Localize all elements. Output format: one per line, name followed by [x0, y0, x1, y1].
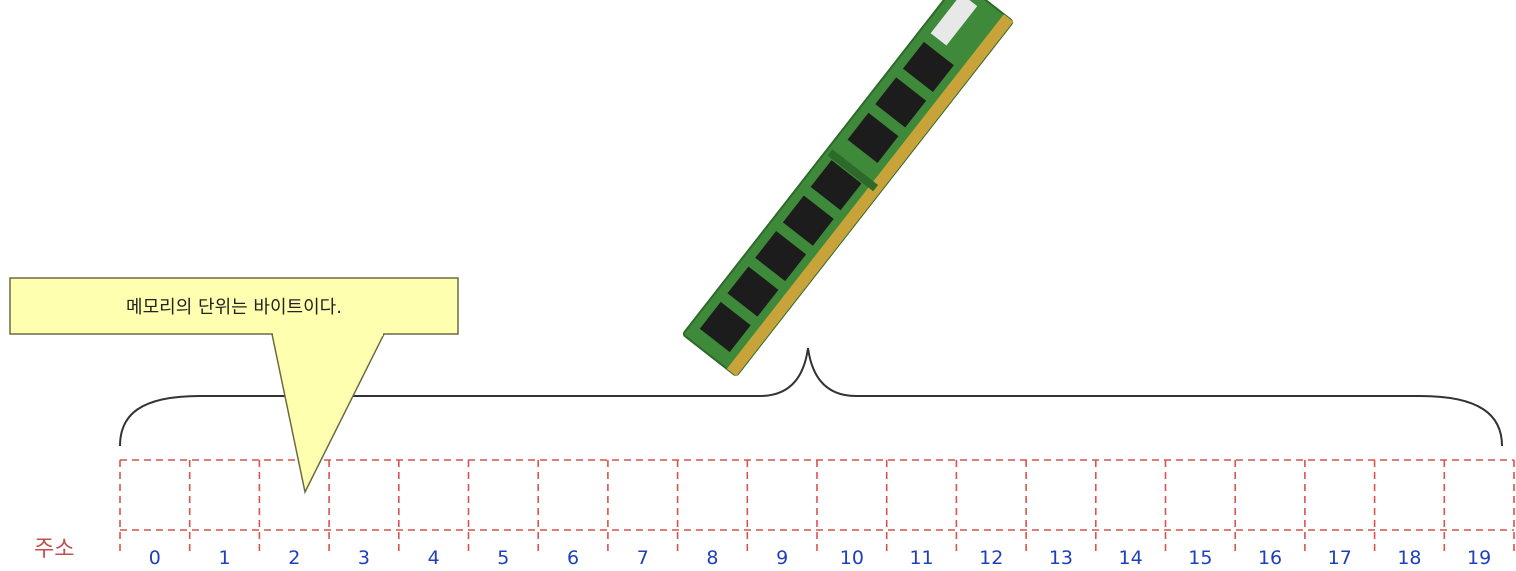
callout: 메모리의 단위는 바이트이다. — [9, 277, 459, 495]
address-title: 주소 — [34, 537, 74, 562]
memory-grid — [119, 459, 1515, 556]
ram-chips — [699, 41, 954, 353]
address-label: 0 — [149, 547, 161, 569]
address-label: 6 — [567, 547, 579, 569]
address-label: 19 — [1467, 547, 1491, 569]
address-label: 16 — [1258, 547, 1282, 569]
address-label: 1 — [219, 547, 231, 569]
callout-pointer — [271, 333, 386, 495]
address-label: 9 — [776, 547, 788, 569]
callout-box — [9, 277, 459, 335]
address-label: 10 — [840, 547, 864, 569]
callout-text: 메모리의 단위는 바이트이다. — [126, 297, 342, 318]
memory-brace — [119, 347, 1503, 447]
address-label: 7 — [637, 547, 649, 569]
address-label: 15 — [1188, 547, 1212, 569]
address-label: 5 — [497, 547, 509, 569]
address-label: 18 — [1397, 547, 1421, 569]
address-label: 12 — [979, 547, 1003, 569]
address-label: 13 — [1049, 547, 1073, 569]
address-label: 8 — [706, 547, 718, 569]
address-label: 17 — [1328, 547, 1352, 569]
address-label: 14 — [1119, 547, 1143, 569]
address-label: 11 — [909, 547, 933, 569]
address-label: 3 — [358, 547, 370, 569]
ram-module-icon — [682, 0, 1014, 377]
address-labels: 0 1 2 3 4 5 6 7 8 9 10 11 12 13 14 15 16 17 18 19 — [149, 547, 1491, 569]
address-label: 4 — [428, 547, 440, 569]
address-label: 2 — [288, 547, 300, 569]
